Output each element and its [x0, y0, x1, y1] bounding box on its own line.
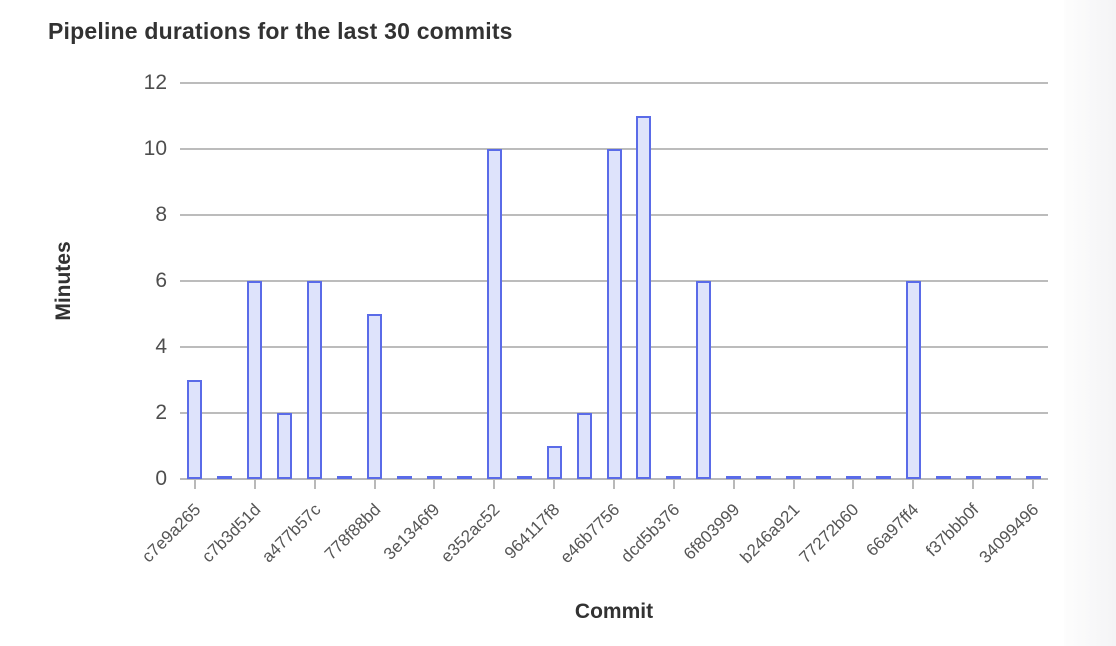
y-axis-tick-label: 12 [143, 71, 167, 94]
x-axis-tick [672, 480, 675, 489]
pipeline-duration-bar[interactable] [486, 149, 502, 479]
pipeline-duration-bar[interactable] [905, 281, 921, 479]
y-axis-tick-label: 4 [155, 335, 167, 358]
pipeline-duration-bar-zero[interactable] [337, 476, 353, 479]
pipeline-duration-bar[interactable] [367, 314, 383, 479]
pipeline-duration-bar-zero[interactable] [845, 476, 861, 479]
pipeline-duration-bar[interactable] [277, 413, 293, 479]
pipeline-duration-bar-zero[interactable] [396, 476, 412, 479]
pipeline-duration-bar[interactable] [576, 413, 592, 479]
x-axis-tick [493, 480, 496, 489]
x-axis-tick [193, 480, 196, 489]
pipeline-duration-bar[interactable] [307, 281, 323, 479]
pipeline-duration-bar-zero[interactable] [726, 476, 742, 479]
y-axis-title: Minutes [52, 241, 75, 321]
pipeline-duration-bar[interactable] [606, 149, 622, 479]
pipeline-duration-bar-zero[interactable] [456, 476, 472, 479]
y-axis-tick-label: 10 [143, 137, 167, 160]
x-axis-commit-label: 34099496 [975, 500, 1043, 567]
pipeline-duration-bar-zero[interactable] [516, 476, 532, 479]
pipeline-duration-bar-zero[interactable] [217, 476, 233, 479]
pipeline-duration-bar[interactable] [696, 281, 712, 479]
pipeline-duration-bar[interactable] [636, 116, 652, 479]
pipeline-duration-bar-zero[interactable] [965, 476, 981, 479]
x-axis-tick [433, 480, 436, 489]
x-axis-tick [253, 480, 256, 489]
y-axis-tick-label: 8 [155, 203, 167, 226]
pipeline-duration-bar-zero[interactable] [875, 476, 891, 479]
x-axis-tick [553, 480, 556, 489]
x-axis-tick [373, 480, 376, 489]
page-background-strip [1064, 0, 1116, 646]
x-axis-tick [1032, 480, 1035, 489]
x-axis-tick [972, 480, 975, 489]
y-axis-tick-label: 6 [155, 269, 167, 292]
pipeline-duration-bar-zero[interactable] [935, 476, 951, 479]
x-axis-tick [313, 480, 316, 489]
pipeline-duration-bar-zero[interactable] [426, 476, 442, 479]
pipeline-duration-bar-zero[interactable] [816, 476, 832, 479]
pipeline-duration-bar-zero[interactable] [666, 476, 682, 479]
x-axis-tick [852, 480, 855, 489]
x-axis-tick [613, 480, 615, 489]
y-gridline [180, 82, 1048, 84]
pipeline-duration-bar-zero[interactable] [786, 476, 802, 479]
x-axis-tick [732, 480, 735, 489]
x-axis-tick [792, 480, 795, 489]
pipeline-duration-bar[interactable] [187, 380, 203, 479]
pipeline-duration-bar-zero[interactable] [1025, 476, 1041, 479]
x-axis-tick [912, 480, 915, 489]
y-axis-tick-label: 2 [155, 401, 167, 424]
pipeline-duration-bar[interactable] [546, 446, 562, 479]
chart-title: Pipeline durations for the last 30 commi… [48, 18, 513, 44]
pipeline-duration-bar-zero[interactable] [756, 476, 772, 479]
pipeline-duration-bar[interactable] [247, 281, 263, 479]
x-axis-line [180, 478, 1048, 480]
y-axis-tick-label: 0 [155, 467, 167, 490]
x-axis-title: Commit [574, 600, 654, 623]
pipeline-duration-bar-zero[interactable] [995, 476, 1011, 479]
